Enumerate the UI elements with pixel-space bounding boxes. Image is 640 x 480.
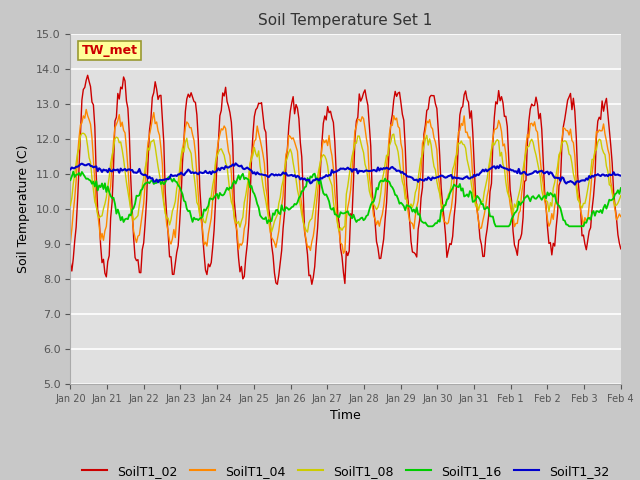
- SoilT1_08: [353, 140, 360, 146]
- SoilT1_04: [461, 130, 469, 135]
- SoilT1_02: [543, 225, 551, 230]
- SoilT1_32: [542, 169, 550, 175]
- SoilT1_32: [460, 175, 468, 181]
- SoilT1_04: [67, 240, 74, 246]
- SoilT1_04: [543, 217, 551, 223]
- SoilT1_16: [86, 178, 94, 183]
- SoilT1_02: [104, 259, 111, 264]
- SoilT1_08: [617, 192, 625, 198]
- SoilT1_04: [616, 211, 623, 217]
- Line: SoilT1_02: SoilT1_02: [70, 75, 621, 284]
- Legend: SoilT1_02, SoilT1_04, SoilT1_08, SoilT1_16, SoilT1_32: SoilT1_02, SoilT1_04, SoilT1_08, SoilT1_…: [77, 460, 614, 480]
- Line: SoilT1_32: SoilT1_32: [70, 163, 621, 185]
- SoilT1_32: [67, 167, 74, 172]
- Line: SoilT1_16: SoilT1_16: [70, 171, 621, 226]
- SoilT1_16: [543, 190, 551, 195]
- SoilT1_32: [616, 172, 623, 178]
- SoilT1_04: [353, 123, 360, 129]
- SoilT1_08: [543, 199, 551, 204]
- SoilT1_02: [353, 118, 360, 124]
- SoilT1_16: [424, 223, 432, 229]
- SoilT1_16: [461, 193, 469, 199]
- SoilT1_16: [351, 216, 359, 222]
- SoilT1_02: [617, 246, 625, 252]
- Line: SoilT1_04: SoilT1_04: [70, 109, 621, 253]
- SoilT1_02: [67, 260, 74, 266]
- SoilT1_16: [104, 184, 111, 190]
- SoilT1_02: [616, 240, 623, 246]
- SoilT1_32: [617, 173, 625, 179]
- SoilT1_02: [84, 72, 92, 78]
- SoilT1_16: [67, 177, 74, 183]
- SoilT1_08: [67, 203, 74, 208]
- SoilT1_32: [351, 167, 359, 173]
- SoilT1_04: [104, 207, 111, 213]
- SoilT1_04: [617, 214, 625, 219]
- SoilT1_08: [86, 159, 94, 165]
- Y-axis label: Soil Temperature (C): Soil Temperature (C): [17, 144, 30, 273]
- SoilT1_08: [79, 131, 87, 136]
- SoilT1_32: [102, 167, 110, 173]
- SoilT1_32: [232, 160, 239, 166]
- SoilT1_02: [86, 84, 94, 89]
- SoilT1_08: [303, 229, 311, 235]
- SoilT1_04: [83, 107, 90, 112]
- SoilT1_08: [461, 145, 469, 151]
- SoilT1_04: [340, 251, 348, 256]
- SoilT1_08: [104, 184, 111, 190]
- Line: SoilT1_08: SoilT1_08: [70, 133, 621, 232]
- SoilT1_32: [85, 161, 93, 167]
- SoilT1_32: [571, 182, 579, 188]
- X-axis label: Time: Time: [330, 409, 361, 422]
- SoilT1_02: [308, 281, 316, 287]
- Text: TW_met: TW_met: [81, 44, 138, 57]
- SoilT1_16: [617, 185, 625, 191]
- SoilT1_04: [86, 121, 94, 127]
- SoilT1_08: [616, 197, 623, 203]
- SoilT1_16: [69, 168, 77, 174]
- Title: Soil Temperature Set 1: Soil Temperature Set 1: [259, 13, 433, 28]
- SoilT1_02: [461, 88, 469, 94]
- SoilT1_16: [616, 191, 623, 197]
